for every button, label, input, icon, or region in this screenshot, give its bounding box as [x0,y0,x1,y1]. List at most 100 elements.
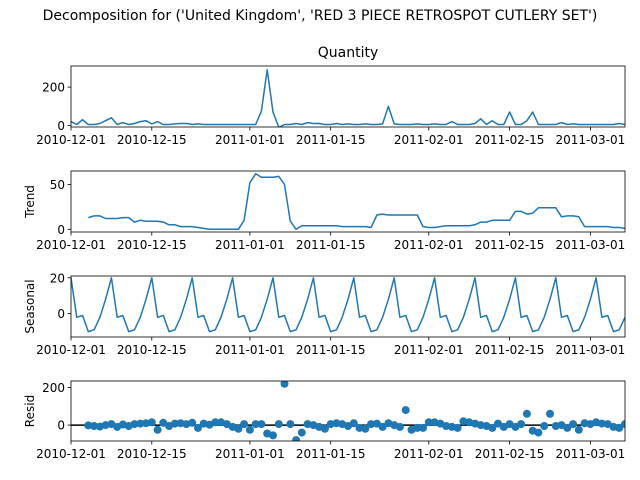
trend-line [88,172,625,231]
x-tick-label: 2011-02-15 [475,343,545,357]
y-tick-label: 50 [50,178,65,192]
y-tick-label: 200 [42,81,65,95]
resid-point [245,425,254,434]
resid-point [188,418,197,427]
y-axis-label: Resid [23,395,37,427]
axes-frame [70,380,626,442]
y-axis-label: Trend [23,185,37,219]
series-group [88,172,625,231]
x-tick-label: 2010-12-01 [36,343,106,357]
resid-point [488,423,497,432]
x-tick-label: 2010-12-15 [117,238,187,252]
x-tick-label: 2011-02-01 [394,447,464,461]
resid-point [574,425,583,434]
x-tick-label: 2010-12-15 [117,343,187,357]
x-tick-label: 2011-01-01 [215,343,285,357]
resid-point [280,381,289,388]
x-tick-label: 2011-03-01 [556,238,626,252]
resid-point [320,424,329,433]
x-tick-label: 2011-02-15 [475,238,545,252]
resid-point [534,428,543,437]
resid-point [292,436,301,441]
x-tick-label: 2011-01-15 [296,343,366,357]
series-group [71,277,625,333]
x-tick-label: 2011-01-01 [215,447,285,461]
x-tick-label: 2011-03-01 [556,133,626,147]
resid-point [378,422,387,431]
panel-title: Quantity [318,45,379,61]
resid-point [194,423,202,432]
resid-point [419,423,427,432]
resid-point [395,422,404,431]
axes-frame [70,65,626,128]
panel-resid: Resid 0 200 2010-12-01 2010-12-15 2011-01-01 2… [23,380,626,461]
x-tick-label: 2010-12-15 [117,447,187,461]
x-tick-label: 2010-12-01 [36,238,106,252]
resid-point [234,424,243,433]
x-tick-label: 2011-01-01 [215,238,285,252]
x-tick-label: 2011-03-01 [556,447,626,461]
resid-point [361,424,370,433]
x-tick-label: 2011-02-15 [475,133,545,147]
y-tick-label: 200 [42,381,65,395]
resid-point [269,431,277,440]
resid-point [274,420,283,429]
resid-point [153,425,162,434]
resid-point [170,419,179,428]
resid-point [621,420,625,429]
x-tick-label: 2011-02-01 [394,133,464,147]
y-axis-label: Seasonal [23,279,37,333]
resid-point [136,419,145,428]
resid-point [615,423,624,432]
axes-frame [70,275,626,338]
resid-point [211,418,220,427]
series-group [71,381,625,441]
resid-point [401,406,410,415]
panel-seasonal: Seasonal 0 20 2010-12-01 2010-12-15 2011-01-0… [23,271,626,357]
observed-line [71,69,625,127]
y-tick-label: 0 [57,119,65,133]
y-tick-label: 0 [57,419,65,433]
x-tick-label: 2011-01-01 [215,133,285,147]
resid-point [522,409,531,418]
axes-frame [70,170,626,233]
resid-point [286,420,295,429]
x-tick-label: 2010-12-01 [36,447,106,461]
resid-point [546,409,554,418]
y-tick-label: 20 [50,271,65,285]
resid-point [90,422,99,430]
y-tick-label: 0 [57,307,65,321]
resid-point [563,423,572,432]
resid-point [240,420,249,429]
resid-point [147,418,156,427]
resid-point [413,423,422,432]
figure-title: Decomposition for ('United Kingdom', 'RE… [43,8,598,24]
resid-point [597,419,606,428]
x-tick-label: 2011-02-01 [394,343,464,357]
x-tick-label: 2011-01-15 [296,447,366,461]
x-tick-label: 2011-02-01 [394,238,464,252]
y-tick-label: 0 [57,223,65,237]
panel-trend: Trend 0 50 2010-12-01 2010-12-15 2011-01-01 20… [23,170,626,252]
seasonal-line [71,277,625,333]
x-tick-label: 2011-02-15 [475,447,545,461]
x-tick-label: 2010-12-15 [117,133,187,147]
x-tick-label: 2011-01-15 [296,133,366,147]
resid-point [251,420,260,429]
resid-point [453,423,462,432]
resid-point [349,419,358,428]
resid-point [367,420,376,429]
series-group [71,69,625,127]
resid-point [540,422,549,430]
resid-point [569,420,578,429]
x-tick-label: 2011-03-01 [556,343,626,357]
resid-point [494,419,502,428]
x-tick-label: 2010-12-01 [36,133,106,147]
resid-point [257,420,266,429]
resid-point [424,418,433,427]
resid-point [130,420,139,429]
panel-observed: Quantity 0 200 2010-12-01 2010-12-15 2011-01-… [36,45,626,147]
